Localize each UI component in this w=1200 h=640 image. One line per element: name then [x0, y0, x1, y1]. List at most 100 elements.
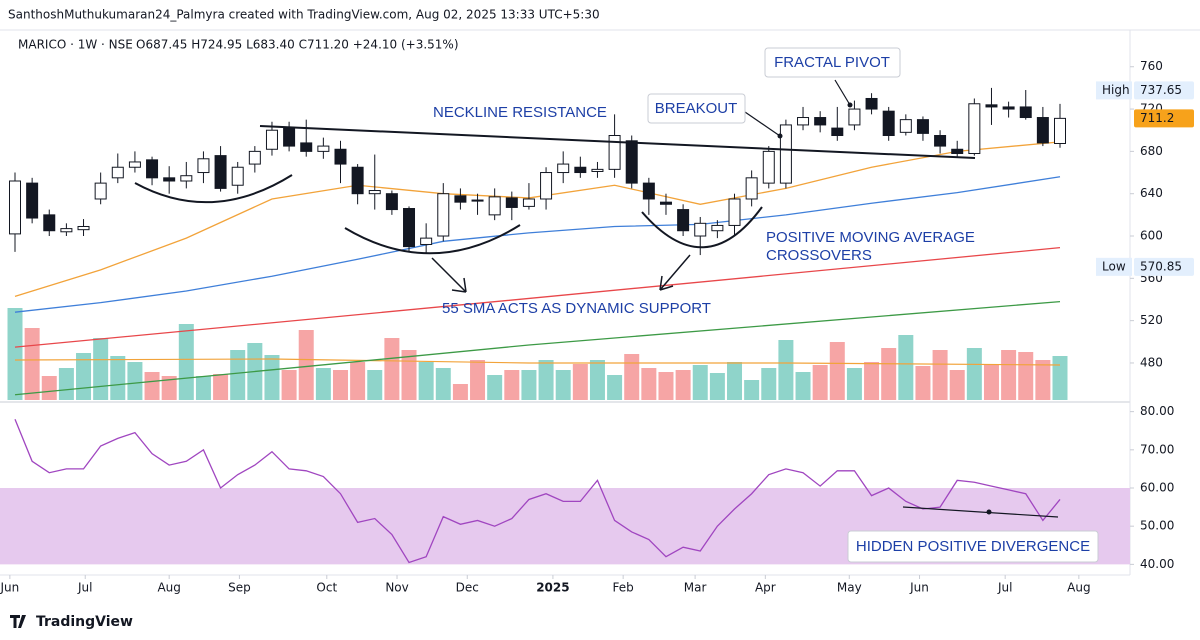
volume-bar — [298, 330, 314, 400]
candle-body — [951, 148, 964, 154]
volume-bar — [709, 373, 725, 400]
volume-bar — [915, 366, 931, 400]
annotation: BREAKOUT — [655, 100, 738, 117]
x-tick-label: Aug — [1067, 581, 1090, 595]
arc — [344, 224, 521, 255]
candle-body — [625, 140, 638, 184]
candle-body — [882, 110, 895, 137]
volume-bar — [932, 350, 948, 400]
candle-body — [831, 127, 844, 137]
annotation: CROSSOVERS — [766, 247, 872, 264]
volume-bar — [315, 368, 331, 400]
candle-body — [454, 195, 467, 203]
annotation: NECKLINE RESISTANCE — [433, 104, 607, 121]
candle-body — [848, 108, 861, 126]
volume-bar — [281, 370, 297, 400]
volume-bar — [607, 375, 623, 400]
moving-average — [14, 247, 1061, 348]
candle-body — [351, 166, 364, 195]
arrow — [834, 79, 851, 106]
badge-label: Low — [1102, 259, 1126, 273]
symbol: MARICO · 1W · NSE — [18, 38, 133, 52]
footer-logo: TradingView — [36, 614, 133, 630]
candle-body — [385, 193, 398, 211]
volume-bar — [812, 365, 828, 400]
candle-body — [146, 159, 159, 179]
ohlc: O687.45 H724.95 L683.40 C711.20 +24.10 (… — [136, 38, 459, 52]
badge-bg — [1096, 257, 1132, 276]
volume-bar — [161, 376, 177, 400]
volume-bar — [829, 342, 845, 400]
candle-body — [522, 198, 535, 207]
volume-bar — [41, 376, 57, 400]
candle-body — [659, 201, 672, 205]
arrow — [431, 257, 467, 293]
candle-body — [540, 172, 553, 200]
volume-bar — [24, 328, 40, 400]
x-tick-label: Jun — [909, 581, 929, 595]
volume-bar — [127, 362, 143, 400]
volume-bar — [521, 370, 537, 400]
arrow — [744, 111, 781, 137]
badge-label: High — [1102, 83, 1130, 97]
logo-icon — [10, 615, 26, 628]
candle-body — [591, 168, 604, 172]
arrow — [659, 254, 691, 291]
arc — [134, 174, 293, 204]
plot: 48052056060064068072076080.0070.0060.005… — [0, 59, 1194, 595]
annotation: FRACTAL PIVOT — [774, 54, 890, 71]
candle-body — [94, 182, 107, 200]
candle-body — [420, 237, 433, 245]
volume-bar — [795, 372, 811, 400]
volume-bar — [195, 376, 211, 400]
volume-bar — [350, 362, 366, 400]
candle-body — [762, 150, 775, 184]
rsi-tick-label: 40.00 — [1140, 557, 1174, 571]
candle-body — [779, 124, 792, 184]
rsi-tick-label: 70.00 — [1140, 442, 1174, 456]
volume-bar — [658, 372, 674, 400]
volume-bar — [58, 368, 74, 400]
volume-bar — [744, 380, 760, 400]
x-tick-label: Oct — [316, 581, 337, 595]
candle-body — [677, 209, 690, 232]
candle-body — [300, 142, 313, 152]
x-tick-label: Aug — [157, 581, 180, 595]
annotation: 55 SMA ACTS AS DYNAMIC SUPPORT — [442, 300, 711, 317]
arc — [641, 206, 763, 249]
volume-bar — [675, 370, 691, 400]
volume-bar — [589, 360, 605, 400]
candle-body — [985, 104, 998, 108]
volume-bar — [761, 368, 777, 400]
annotation-box — [764, 47, 901, 78]
candle-body — [934, 135, 947, 147]
volume-bar — [778, 340, 794, 400]
volume-bar — [538, 360, 554, 400]
volume-bar — [1052, 356, 1068, 400]
candle-body — [180, 175, 193, 182]
volume-bar — [624, 354, 640, 400]
candle-body — [968, 103, 981, 154]
annotation-box — [647, 93, 746, 124]
volume-bar — [401, 350, 417, 400]
volume-bar — [555, 370, 571, 400]
candle-body — [283, 127, 296, 147]
annotation: HIDDEN POSITIVE DIVERGENCE — [856, 538, 1090, 555]
candle-body — [317, 145, 330, 152]
volume-bar — [144, 372, 160, 400]
candle-body — [334, 148, 347, 165]
candle-body — [574, 166, 587, 174]
drawings — [134, 79, 1059, 518]
x-tick-label: Mar — [684, 581, 707, 595]
rsi-tick-label: 50.00 — [1140, 519, 1174, 533]
annotation: POSITIVE MOVING AVERAGE — [766, 229, 975, 246]
volume-bar — [966, 348, 982, 400]
badge-value: 737.65 — [1140, 83, 1182, 97]
volume-bar — [93, 338, 109, 400]
volume-bar — [641, 368, 657, 400]
candle-body — [728, 198, 741, 226]
volume-bar — [864, 362, 880, 400]
candle-body — [797, 117, 810, 126]
candle-body — [60, 228, 73, 233]
